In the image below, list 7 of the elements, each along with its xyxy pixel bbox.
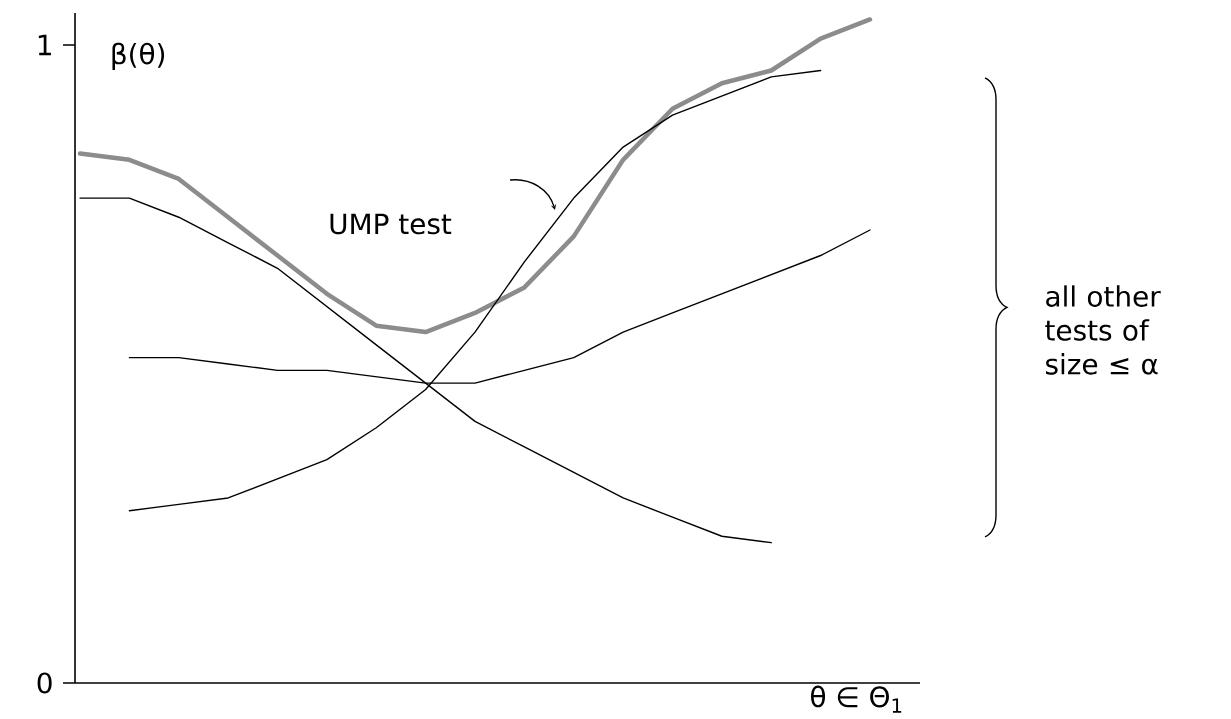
- y-axis-title: β(θ): [112, 42, 165, 70]
- line-series: [77, 17, 873, 335]
- text: all other tests of size ≤ α: [1045, 285, 1161, 375]
- series-label: UMP test: [330, 213, 452, 235]
- x-axis-title: θ ∈ Θ$_{1}$: [811, 685, 902, 713]
- y-tick-label: 1: [38, 34, 51, 56]
- y-tick-label: 0: [37, 672, 52, 694]
